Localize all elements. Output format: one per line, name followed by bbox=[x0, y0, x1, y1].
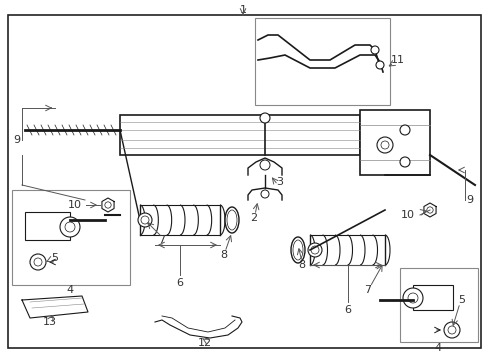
Ellipse shape bbox=[292, 240, 303, 260]
Text: 7: 7 bbox=[158, 235, 165, 245]
Circle shape bbox=[447, 326, 455, 334]
Text: 1: 1 bbox=[239, 5, 246, 15]
Text: 11: 11 bbox=[390, 55, 404, 65]
Circle shape bbox=[65, 222, 75, 232]
Bar bbox=[254, 18, 389, 105]
Circle shape bbox=[426, 207, 432, 213]
Circle shape bbox=[375, 61, 383, 69]
Ellipse shape bbox=[226, 210, 237, 230]
Circle shape bbox=[307, 243, 321, 257]
Ellipse shape bbox=[290, 237, 305, 263]
Circle shape bbox=[443, 322, 459, 338]
Circle shape bbox=[399, 157, 409, 167]
Text: 10: 10 bbox=[68, 200, 82, 210]
Text: 6: 6 bbox=[176, 278, 183, 288]
Bar bbox=[12, 190, 130, 285]
Text: 5: 5 bbox=[458, 295, 465, 305]
Bar bbox=[120, 115, 359, 155]
Circle shape bbox=[407, 293, 417, 303]
Bar bbox=[25, 212, 70, 240]
Circle shape bbox=[104, 202, 111, 208]
Text: 5: 5 bbox=[51, 253, 59, 263]
Circle shape bbox=[402, 288, 422, 308]
Circle shape bbox=[370, 46, 378, 54]
Text: 7: 7 bbox=[364, 285, 371, 295]
Ellipse shape bbox=[224, 207, 239, 233]
Text: 2: 2 bbox=[250, 213, 257, 223]
Circle shape bbox=[138, 213, 152, 227]
Text: 9: 9 bbox=[466, 195, 472, 205]
Bar bbox=[359, 110, 429, 175]
Text: 4: 4 bbox=[66, 285, 73, 295]
Polygon shape bbox=[22, 296, 88, 318]
Text: 10: 10 bbox=[400, 210, 414, 220]
Circle shape bbox=[30, 254, 46, 270]
Circle shape bbox=[310, 246, 318, 254]
Circle shape bbox=[399, 125, 409, 135]
Circle shape bbox=[260, 113, 269, 123]
Text: 9: 9 bbox=[13, 135, 20, 145]
Circle shape bbox=[60, 217, 80, 237]
Circle shape bbox=[380, 141, 388, 149]
Bar bbox=[399, 268, 477, 342]
Circle shape bbox=[141, 216, 149, 224]
Text: 6: 6 bbox=[344, 305, 351, 315]
Circle shape bbox=[261, 190, 268, 198]
Circle shape bbox=[260, 160, 269, 170]
Text: 4: 4 bbox=[433, 343, 441, 353]
Text: 13: 13 bbox=[43, 317, 57, 327]
Text: 8: 8 bbox=[220, 250, 227, 260]
Bar bbox=[412, 285, 452, 310]
Text: 8: 8 bbox=[298, 260, 305, 270]
Circle shape bbox=[376, 137, 392, 153]
Circle shape bbox=[34, 258, 42, 266]
Text: 12: 12 bbox=[198, 338, 212, 348]
Text: 3: 3 bbox=[276, 177, 283, 187]
